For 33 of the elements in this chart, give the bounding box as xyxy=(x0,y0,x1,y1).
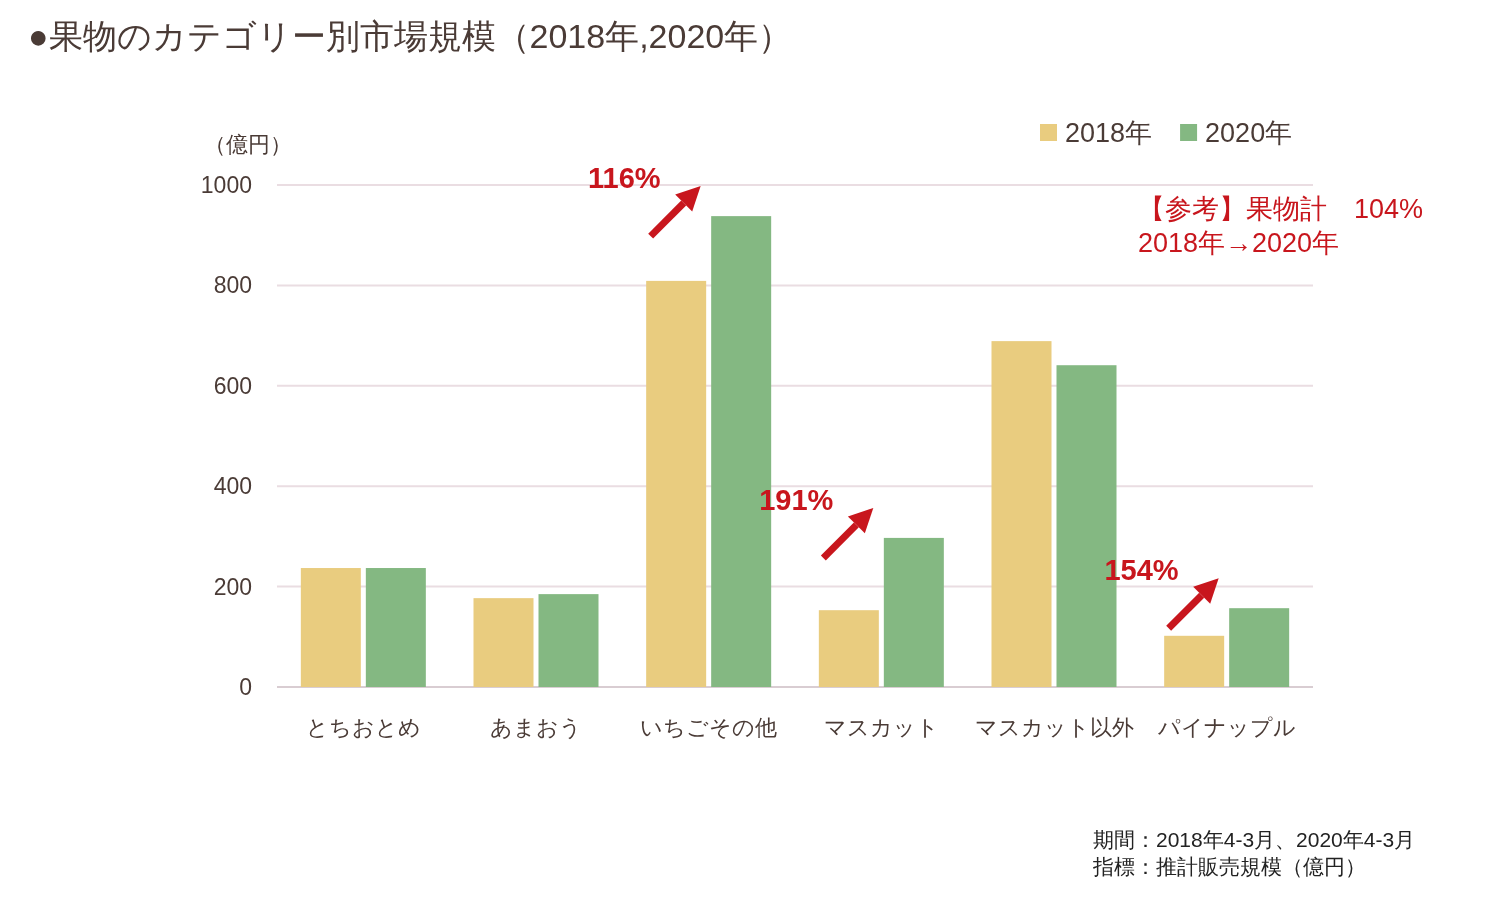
bar xyxy=(365,568,426,687)
bar xyxy=(300,568,361,687)
y-tick-label: 800 xyxy=(213,272,252,299)
bar xyxy=(1229,608,1290,687)
annotation: 116% xyxy=(588,162,661,195)
legend-label: 2018年 xyxy=(1065,118,1153,148)
bar xyxy=(473,598,534,687)
bar xyxy=(646,280,707,687)
y-axis-title: （億円） xyxy=(204,132,292,157)
y-tick-label: 600 xyxy=(213,372,252,399)
bar xyxy=(883,537,944,687)
x-tick-label: パイナップル xyxy=(1156,715,1296,740)
x-tick-label: あまおう xyxy=(490,715,582,740)
annotation: 191% xyxy=(759,483,834,516)
bar xyxy=(818,610,879,687)
annotation: 【参考】果物計 104% xyxy=(1138,194,1424,224)
chart-title: ●果物のカテゴリー別市場規模（2018年,2020年） xyxy=(28,17,793,55)
bar xyxy=(991,341,1052,687)
x-tick-label: マスカット xyxy=(823,715,939,740)
y-tick-label: 200 xyxy=(213,573,252,600)
y-tick-label: 1000 xyxy=(200,172,252,198)
y-tick-label: 0 xyxy=(239,674,252,700)
x-tick-label: マスカット以外 xyxy=(974,715,1134,740)
x-tick-label: いちごその他 xyxy=(640,715,778,740)
y-tick-label: 400 xyxy=(213,473,252,500)
text: 指標：推計販売規模（億円） xyxy=(1092,855,1366,878)
bar xyxy=(538,594,599,687)
annotation: 154% xyxy=(1104,554,1179,587)
bar xyxy=(1164,635,1225,687)
x-tick-label: とちおとめ xyxy=(305,715,421,740)
legend-label: 2020年 xyxy=(1205,118,1293,148)
annotation: 2018年→2020年 xyxy=(1138,228,1340,258)
text: 期間：2018年4-3月、2020年4-3月 xyxy=(1093,828,1416,851)
